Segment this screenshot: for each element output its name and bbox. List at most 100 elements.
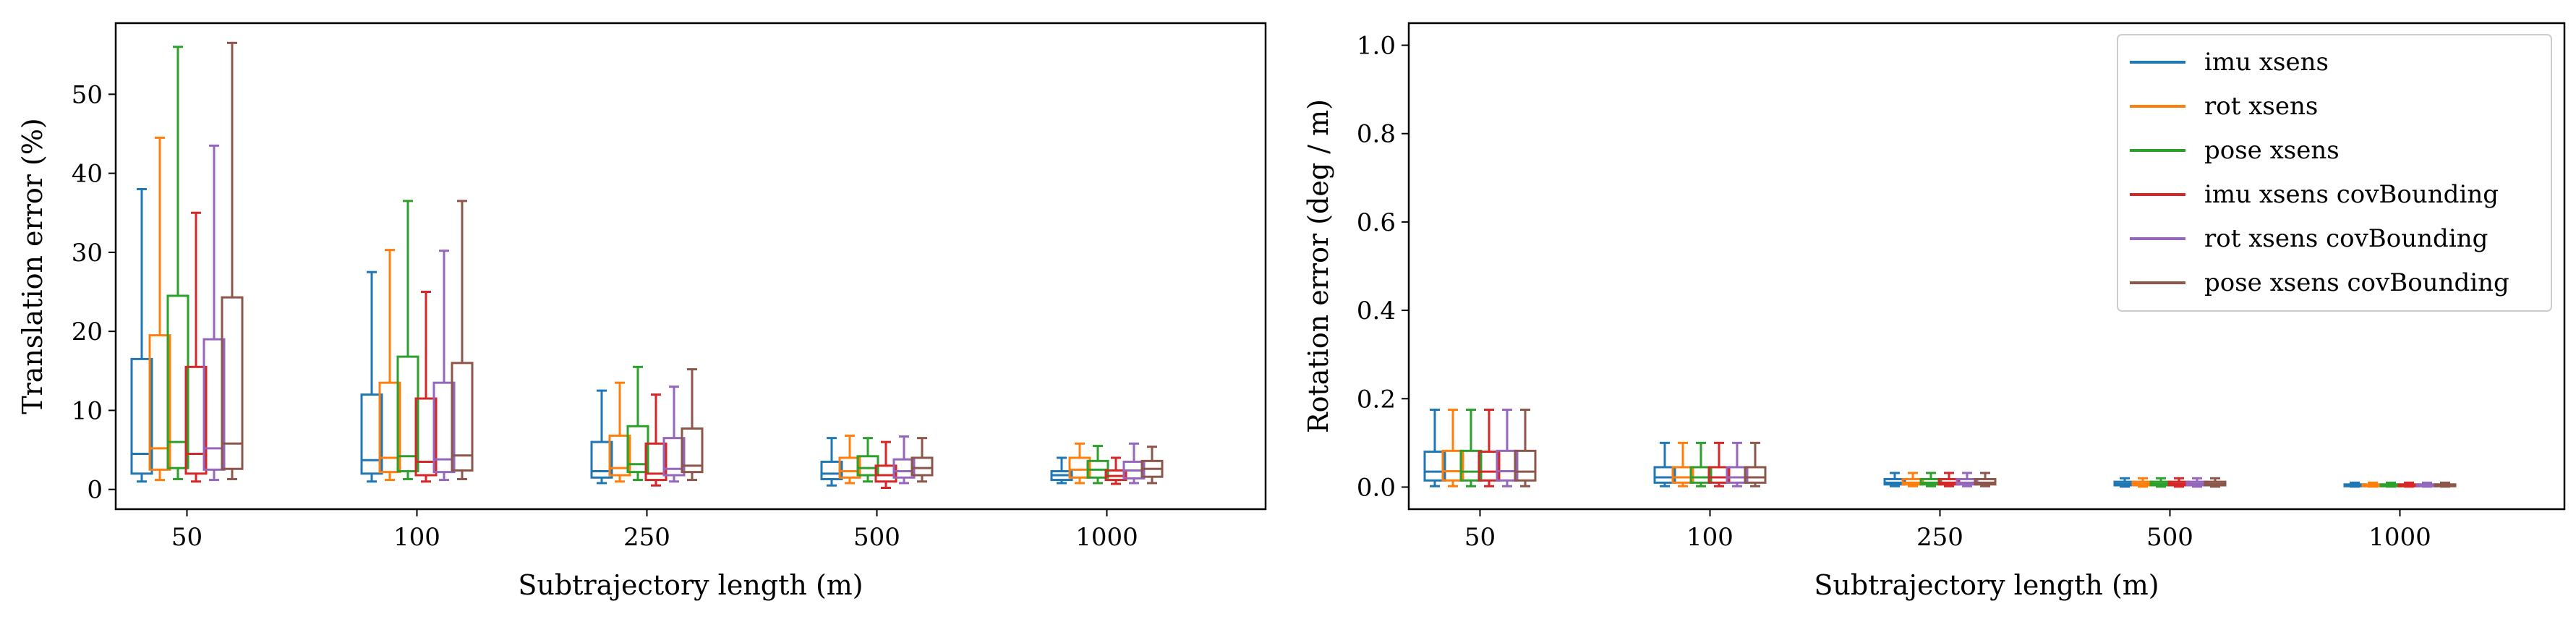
right-box-pose-xsens-covBounding-1000	[2434, 481, 2457, 488]
box	[1477, 451, 1501, 482]
right-box-pose-xsens-100	[1689, 441, 1713, 487]
right-box-rot-xsens-covBounding-50	[1496, 409, 1519, 487]
box	[644, 442, 668, 482]
left-y-tick-label: 30	[72, 239, 103, 268]
left-box-rot-xsens-1000	[1068, 442, 1091, 485]
box	[1459, 449, 1483, 482]
left-box-pose-xsens-250	[626, 365, 649, 482]
right-box-marks	[1423, 409, 2457, 488]
right-box-imu-xsens-covBounding-100	[1707, 441, 1731, 487]
box	[1068, 456, 1091, 479]
left-box-rot-xsens-covBounding-1000	[1122, 442, 1146, 485]
left-box-pose-xsens-covBounding-50	[221, 41, 244, 480]
box	[874, 464, 897, 483]
right-box-pose-xsens-50	[1459, 409, 1483, 487]
box	[432, 381, 456, 474]
box	[910, 456, 934, 477]
box	[1726, 466, 1749, 484]
box	[1671, 466, 1694, 484]
left-box-pose-xsens-covBounding-1000	[1140, 446, 1164, 485]
left-box-imu-xsens-covBounding-100	[414, 291, 438, 483]
right-y-tick-label: 0.2	[1357, 385, 1396, 414]
left-box-imu-xsens-covBounding-1000	[1104, 456, 1127, 485]
box	[166, 294, 189, 469]
right-y-tick-label: 0.0	[1357, 473, 1396, 502]
box	[1441, 449, 1464, 482]
right-y-ticks: 0.0 0.2 0.4 0.6 0.8 1.0	[1357, 32, 1409, 502]
box	[1707, 466, 1731, 484]
left-box-pose-xsens-500	[856, 437, 879, 483]
left-box-pose-xsens-covBounding-250	[681, 368, 704, 482]
left-box-imu-xsens-1000	[1050, 456, 1073, 485]
left-y-tick-label: 0	[87, 476, 103, 505]
right-y-tick-label: 0.4	[1357, 297, 1396, 325]
right-box-rot-xsens-50	[1441, 409, 1464, 487]
legend: imu xsens rot xsens pose xsens imu xsens co…	[2117, 34, 2552, 312]
box	[608, 434, 631, 477]
left-x-tick-label: 500	[853, 523, 900, 552]
right-panel: 0.0 0.2 0.4 0.6 0.8 1.0 50 100 250 500 1000 Subtr…	[1302, 22, 2566, 601]
left-axes-frame	[114, 22, 1267, 511]
left-box-imu-xsens-250	[590, 389, 613, 485]
right-y-tick-label: 0.8	[1357, 120, 1396, 149]
right-x-tick-label: 250	[1916, 523, 1963, 552]
left-y-tick-label: 40	[72, 160, 103, 189]
box	[148, 334, 171, 471]
right-x-tick-label: 1000	[2368, 523, 2431, 552]
box	[662, 437, 686, 477]
right-y-tick-label: 1.0	[1357, 32, 1396, 61]
right-box-imu-xsens-100	[1653, 441, 1676, 487]
right-y-tick-label: 0.6	[1357, 208, 1396, 237]
left-box-rot-xsens-covBounding-250	[662, 385, 686, 483]
right-x-tick-label: 500	[2146, 523, 2193, 552]
right-box-pose-xsens-covBounding-500	[2204, 477, 2227, 488]
left-y-tick-label: 10	[72, 396, 103, 425]
right-x-ticks: 50 100 250 500 1000	[1464, 509, 2431, 552]
left-box-pose-xsens-100	[396, 200, 419, 480]
right-x-tick-label: 100	[1686, 523, 1733, 552]
right-box-pose-xsens-500	[2149, 477, 2172, 488]
box	[184, 365, 208, 475]
left-x-tick-label: 50	[171, 523, 202, 552]
left-box-rot-xsens-100	[378, 249, 401, 482]
left-box-pose-xsens-1000	[1086, 445, 1109, 485]
right-box-imu-xsens-covBounding-50	[1477, 409, 1501, 487]
right-box-rot-xsens-covBounding-100	[1726, 441, 1749, 487]
box	[130, 357, 153, 475]
right-box-rot-xsens-100	[1671, 441, 1694, 487]
legend-label: rot xsens	[2204, 92, 2318, 121]
box	[378, 381, 401, 474]
left-y-ticks: 0 10 20 30 40 50	[72, 80, 116, 505]
right-x-tick-label: 50	[1464, 523, 1496, 552]
left-box-imu-xsens-50	[130, 187, 153, 483]
box	[626, 425, 649, 474]
left-box-pose-xsens-covBounding-100	[451, 200, 474, 480]
left-box-marks	[130, 41, 1164, 489]
legend-label: pose xsens covBounding	[2204, 268, 2509, 297]
left-box-rot-xsens-50	[148, 136, 171, 482]
box	[1689, 466, 1713, 484]
left-x-ticks: 50 100 250 500 1000	[171, 509, 1138, 552]
box	[1496, 449, 1519, 482]
box	[681, 427, 704, 474]
left-box-rot-xsens-500	[838, 434, 861, 485]
left-x-tick-label: 250	[623, 523, 670, 552]
left-x-tick-label: 1000	[1075, 523, 1138, 552]
legend-label: rot xsens covBounding	[2204, 224, 2488, 253]
legend-entries: imu xsens rot xsens pose xsens imu xsens co…	[2130, 48, 2509, 297]
left-box-pose-xsens-50	[166, 46, 189, 480]
box	[396, 355, 419, 473]
left-box-imu-xsens-covBounding-50	[184, 211, 208, 483]
box	[414, 397, 438, 477]
box	[1744, 466, 1767, 484]
box	[202, 338, 226, 471]
legend-box	[2117, 34, 2552, 312]
left-panel: 0 10 20 30 40 50 50 100 250 500 1000 Subtrajector…	[17, 22, 1267, 601]
right-box-pose-xsens-covBounding-100	[1744, 441, 1767, 487]
right-box-imu-xsens-50	[1423, 409, 1446, 487]
legend-label: pose xsens	[2204, 136, 2340, 165]
left-box-imu-xsens-covBounding-250	[644, 393, 668, 487]
left-y-tick-label: 50	[72, 80, 103, 109]
left-box-rot-xsens-covBounding-50	[202, 144, 226, 482]
